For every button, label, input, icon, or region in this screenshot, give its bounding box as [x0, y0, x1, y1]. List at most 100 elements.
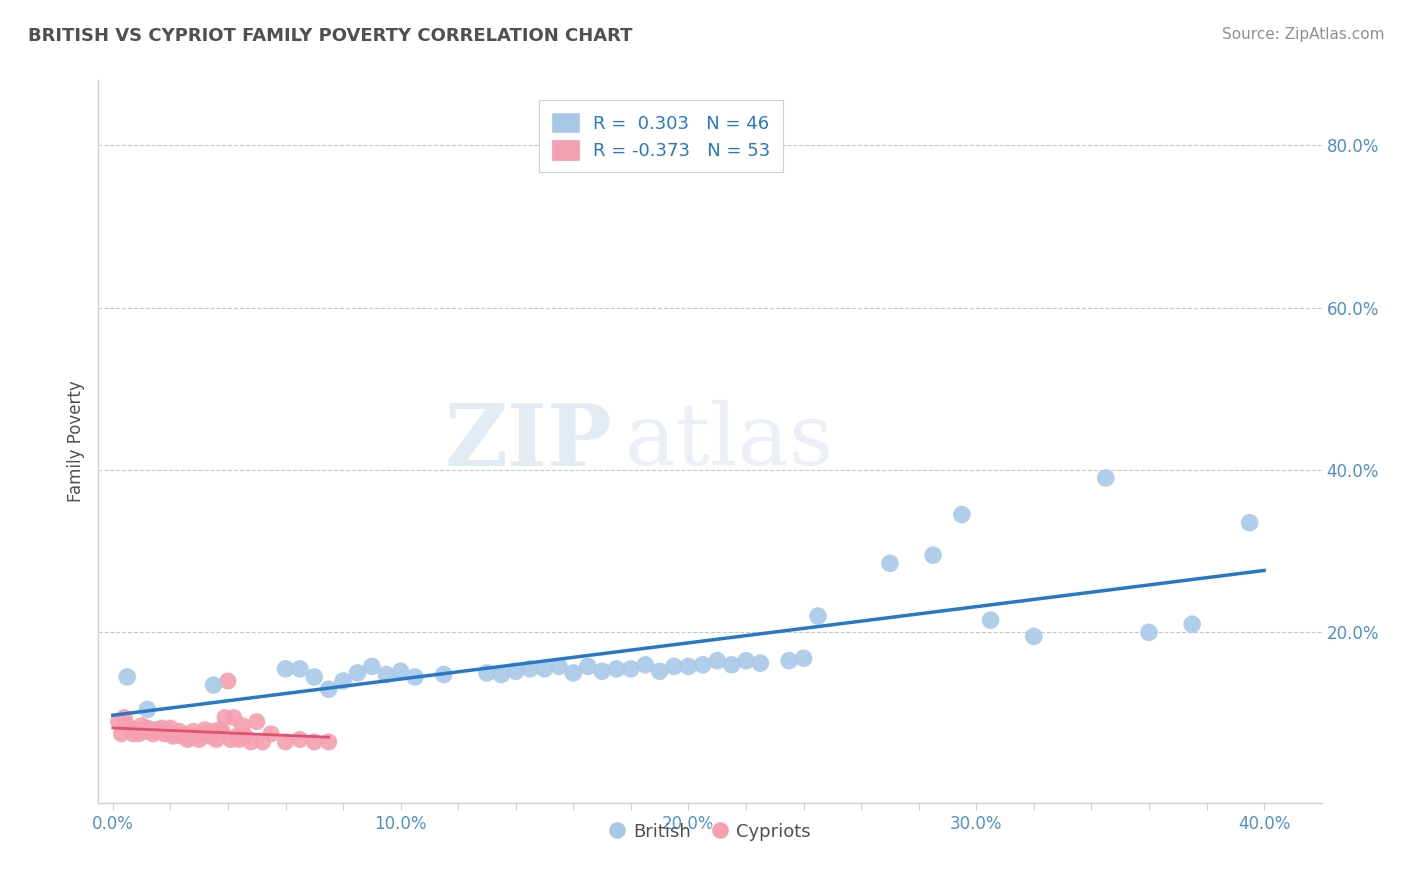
Point: [576, 659, 599, 673]
Point: [879, 557, 901, 571]
Point: [1094, 471, 1116, 485]
Point: [491, 667, 513, 681]
Point: [749, 656, 772, 670]
Text: BRITISH VS CYPRIOT FAMILY POVERTY CORRELATION CHART: BRITISH VS CYPRIOT FAMILY POVERTY CORREL…: [28, 27, 633, 45]
Point: [346, 665, 368, 680]
Point: [246, 714, 269, 729]
Point: [807, 609, 830, 624]
Point: [202, 724, 225, 739]
Text: atlas: atlas: [624, 400, 834, 483]
Point: [562, 665, 585, 680]
Point: [634, 657, 657, 672]
Point: [200, 729, 222, 743]
Point: [205, 732, 228, 747]
Point: [1137, 625, 1160, 640]
Point: [219, 732, 242, 747]
Point: [505, 665, 527, 679]
Point: [692, 657, 714, 672]
Point: [288, 662, 311, 676]
Point: [170, 729, 193, 743]
Point: [548, 659, 571, 673]
Point: [202, 678, 225, 692]
Point: [304, 670, 326, 684]
Point: [165, 727, 187, 741]
Point: [605, 662, 627, 676]
Text: ZIP: ZIP: [444, 400, 612, 483]
Point: [332, 673, 354, 688]
Point: [375, 667, 398, 681]
Point: [145, 723, 167, 737]
Point: [139, 723, 162, 737]
Point: [519, 662, 541, 676]
Point: [239, 735, 262, 749]
Point: [793, 651, 815, 665]
Point: [533, 662, 555, 676]
Point: [167, 724, 190, 739]
Point: [191, 727, 214, 741]
Point: [153, 727, 176, 741]
Point: [173, 727, 195, 741]
Point: [274, 662, 297, 676]
Point: [186, 729, 208, 743]
Point: [404, 670, 426, 684]
Point: [180, 729, 202, 743]
Point: [1181, 617, 1204, 632]
Point: [1022, 629, 1045, 643]
Point: [735, 654, 758, 668]
Point: [260, 727, 283, 741]
Legend: British, Cypriots: British, Cypriots: [602, 815, 818, 848]
Point: [318, 682, 340, 697]
Point: [720, 657, 742, 672]
Point: [228, 732, 250, 747]
Y-axis label: Family Poverty: Family Poverty: [66, 381, 84, 502]
Point: [274, 735, 297, 749]
Point: [288, 732, 311, 747]
Point: [125, 723, 148, 737]
Point: [950, 508, 973, 522]
Point: [194, 723, 217, 737]
Point: [662, 659, 685, 673]
Point: [107, 714, 129, 729]
Text: Source: ZipAtlas.com: Source: ZipAtlas.com: [1222, 27, 1385, 42]
Point: [778, 654, 800, 668]
Point: [1239, 516, 1261, 530]
Point: [197, 727, 219, 741]
Point: [214, 710, 236, 724]
Point: [122, 727, 145, 741]
Point: [112, 710, 135, 724]
Point: [159, 721, 181, 735]
Point: [231, 719, 253, 733]
Point: [233, 729, 256, 743]
Point: [131, 719, 153, 733]
Point: [183, 724, 205, 739]
Point: [475, 665, 498, 680]
Point: [142, 727, 165, 741]
Point: [176, 732, 198, 747]
Point: [136, 702, 159, 716]
Point: [150, 721, 173, 735]
Point: [706, 654, 728, 668]
Point: [222, 710, 245, 724]
Point: [115, 670, 138, 684]
Point: [217, 673, 239, 688]
Point: [120, 723, 142, 737]
Point: [188, 732, 211, 747]
Point: [110, 727, 132, 741]
Point: [648, 665, 671, 679]
Point: [433, 667, 456, 681]
Point: [620, 662, 643, 676]
Point: [304, 735, 326, 749]
Point: [360, 659, 382, 673]
Point: [211, 724, 233, 739]
Point: [678, 659, 700, 673]
Point: [115, 719, 138, 733]
Point: [922, 548, 945, 562]
Point: [318, 735, 340, 749]
Point: [591, 665, 613, 679]
Point: [156, 724, 179, 739]
Point: [252, 735, 274, 749]
Point: [134, 724, 156, 739]
Point: [162, 729, 184, 743]
Point: [225, 729, 247, 743]
Point: [208, 723, 231, 737]
